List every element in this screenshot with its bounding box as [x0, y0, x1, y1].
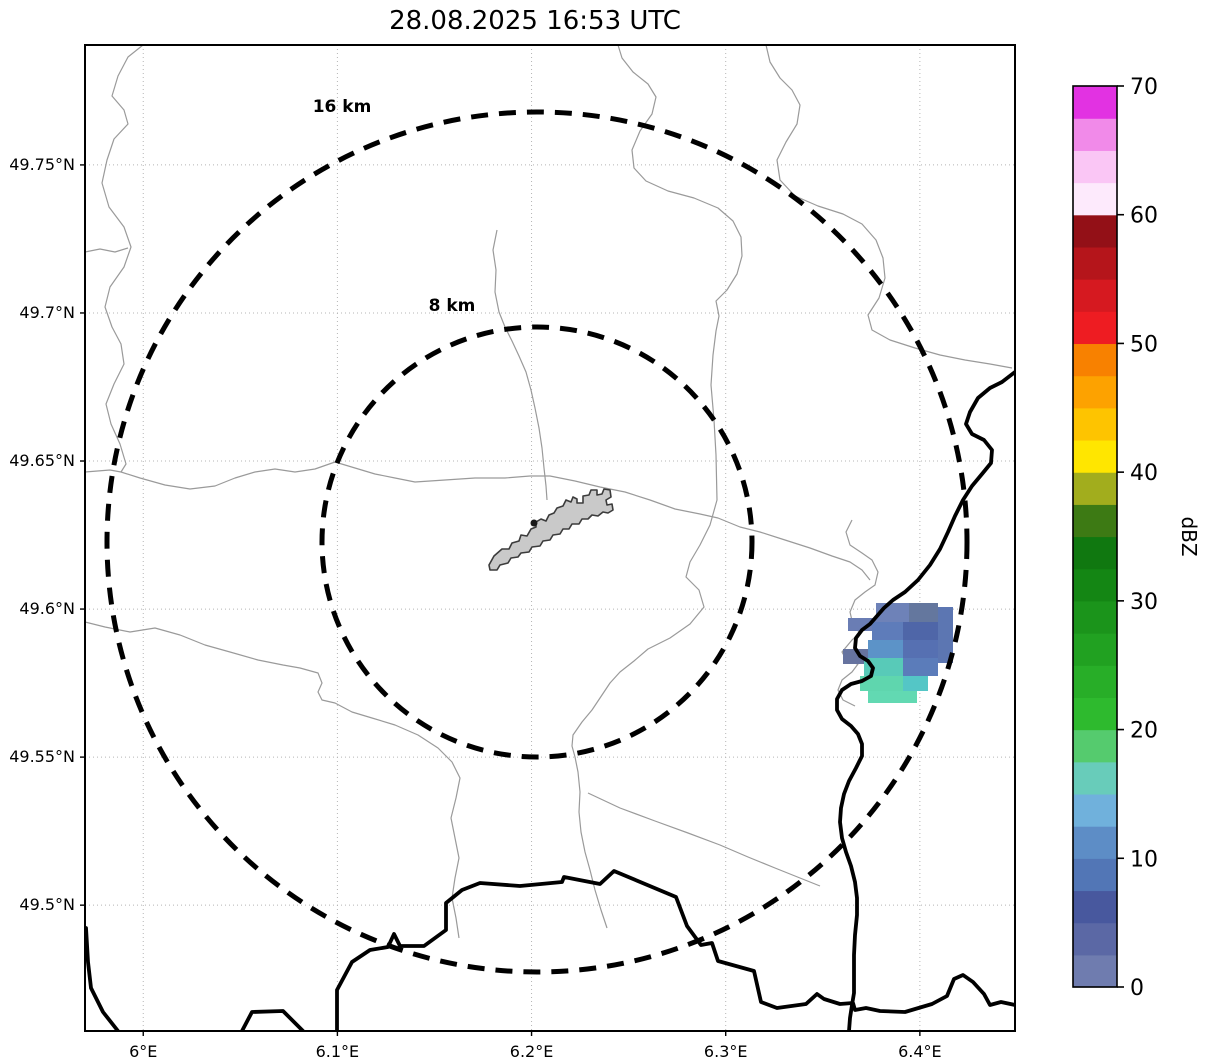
colorbar-segment — [1073, 150, 1117, 184]
range-ring-16km — [104, 109, 970, 975]
colorbar-segment — [1073, 439, 1117, 473]
x-tick-label: 6.4°E — [898, 1042, 942, 1061]
colorbar-tick-label: 50 — [1130, 332, 1158, 357]
range-ring-label-16km: 16 km — [313, 97, 372, 117]
radar-echo-cell — [903, 676, 928, 691]
colorbar-segment — [1073, 118, 1117, 151]
radar-echo-cell — [903, 622, 938, 640]
plot-frame — [84, 44, 1016, 1032]
admin-boundary-line — [85, 461, 871, 581]
x-tick-label: 6°E — [129, 1042, 157, 1061]
radar-echo-cell — [860, 676, 903, 691]
y-tick-label: 49.65°N — [9, 451, 75, 470]
colorbar-segment — [1073, 279, 1117, 312]
radar-echo-cell — [868, 640, 903, 658]
x-tick-label: 6.3°E — [704, 1042, 748, 1061]
colorbar-segment — [1073, 536, 1117, 570]
colorbar-tick-label: 60 — [1130, 204, 1158, 229]
border-river-line — [240, 1009, 305, 1031]
plot-title: 28.08.2025 16:53 UTC — [389, 6, 681, 36]
range-ring-8km — [319, 324, 755, 760]
admin-boundary-line — [587, 792, 821, 887]
colorbar-tick-label: 0 — [1130, 976, 1144, 1001]
airport-outline — [488, 488, 614, 571]
colorbar-segment — [1073, 922, 1117, 956]
colorbar-segment — [1073, 311, 1117, 345]
colorbar-frame — [1072, 85, 1118, 988]
colorbar-segment — [1073, 826, 1117, 859]
colorbar-segment — [1073, 472, 1117, 505]
admin-boundary-line — [85, 621, 461, 939]
colorbar-segment — [1073, 761, 1117, 795]
border-river-line — [335, 869, 1015, 1031]
colorbar-axis-label: dBZ — [1177, 516, 1201, 556]
radar-echo-cell — [938, 607, 953, 663]
border-river-line — [835, 370, 1015, 1031]
admin-boundary-line — [765, 45, 1013, 369]
colorbar-segment — [1073, 246, 1117, 280]
colorbar-segment — [1073, 954, 1117, 988]
y-tick-label: 49.75°N — [9, 155, 75, 174]
colorbar-segment — [1073, 568, 1117, 602]
colorbar-segment — [1073, 665, 1117, 698]
colorbar-segment — [1073, 858, 1117, 892]
colorbar-segment — [1073, 214, 1117, 248]
admin-boundary-line — [101, 45, 144, 473]
colorbar-segment — [1073, 729, 1117, 763]
colorbar-segment — [1073, 793, 1117, 827]
plot-area: 16 km 8 km — [85, 45, 1015, 1031]
colorbar-segment — [1073, 407, 1117, 441]
y-tick-label: 49.5°N — [19, 895, 75, 914]
radar-echo-cell — [868, 691, 917, 703]
radar-echo-cell — [872, 622, 903, 640]
radar-echo-cell — [909, 603, 938, 622]
y-tick-label: 49.7°N — [19, 303, 75, 322]
range-ring-label-8km: 8 km — [429, 296, 476, 316]
colorbar-segment — [1073, 600, 1117, 634]
colorbar-tick-label: 40 — [1130, 461, 1158, 486]
x-tick-label: 6.1°E — [316, 1042, 360, 1061]
colorbar-tick-label: 20 — [1130, 719, 1158, 744]
y-tick-label: 49.55°N — [9, 747, 75, 766]
colorbar-segment — [1073, 375, 1117, 409]
colorbar-tick-label: 10 — [1130, 847, 1158, 872]
colorbar-segment — [1073, 343, 1117, 377]
colorbar-segment — [1073, 697, 1117, 731]
colorbar-segment — [1073, 86, 1117, 119]
admin-boundary-line — [492, 229, 548, 501]
y-tick-label: 49.6°N — [19, 599, 75, 618]
x-tick-label: 6.2°E — [510, 1042, 554, 1061]
admin-boundary-line — [85, 247, 129, 253]
colorbar-tick-label: 30 — [1130, 590, 1158, 615]
border-river-line — [85, 926, 120, 1031]
colorbar-segment — [1073, 633, 1117, 666]
radar-site-marker — [530, 519, 538, 527]
colorbar-tick-label: 70 — [1130, 75, 1158, 100]
colorbar-segment — [1073, 182, 1117, 216]
colorbar-segment — [1073, 504, 1117, 538]
radar-echo-cell — [903, 640, 938, 658]
radar-echo-cell — [903, 658, 938, 676]
admin-boundary-line — [571, 45, 743, 929]
colorbar-segment — [1073, 890, 1117, 924]
